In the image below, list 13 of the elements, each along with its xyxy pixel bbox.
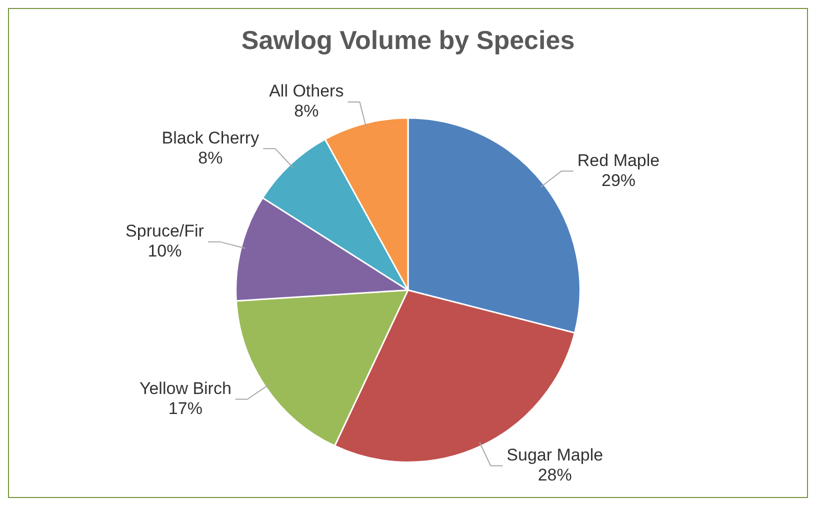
data-label: 8% <box>198 148 223 168</box>
data-label: 28% <box>538 465 572 484</box>
slice-label: Sugar Maple <box>506 445 604 464</box>
data-label: 10% <box>148 242 182 261</box>
slice-label: Black Cherry <box>162 128 260 148</box>
data-label: 17% <box>168 398 202 418</box>
data-label: 8% <box>294 102 319 121</box>
chart-title: Sawlog Volume by Species <box>241 24 575 55</box>
slice-label: Spruce/Fir <box>126 222 204 241</box>
slice-label: Yellow Birch <box>139 378 232 398</box>
slice-label: All Others <box>269 82 344 101</box>
slice-label: Red Maple <box>577 150 660 170</box>
data-label: 29% <box>602 170 636 190</box>
